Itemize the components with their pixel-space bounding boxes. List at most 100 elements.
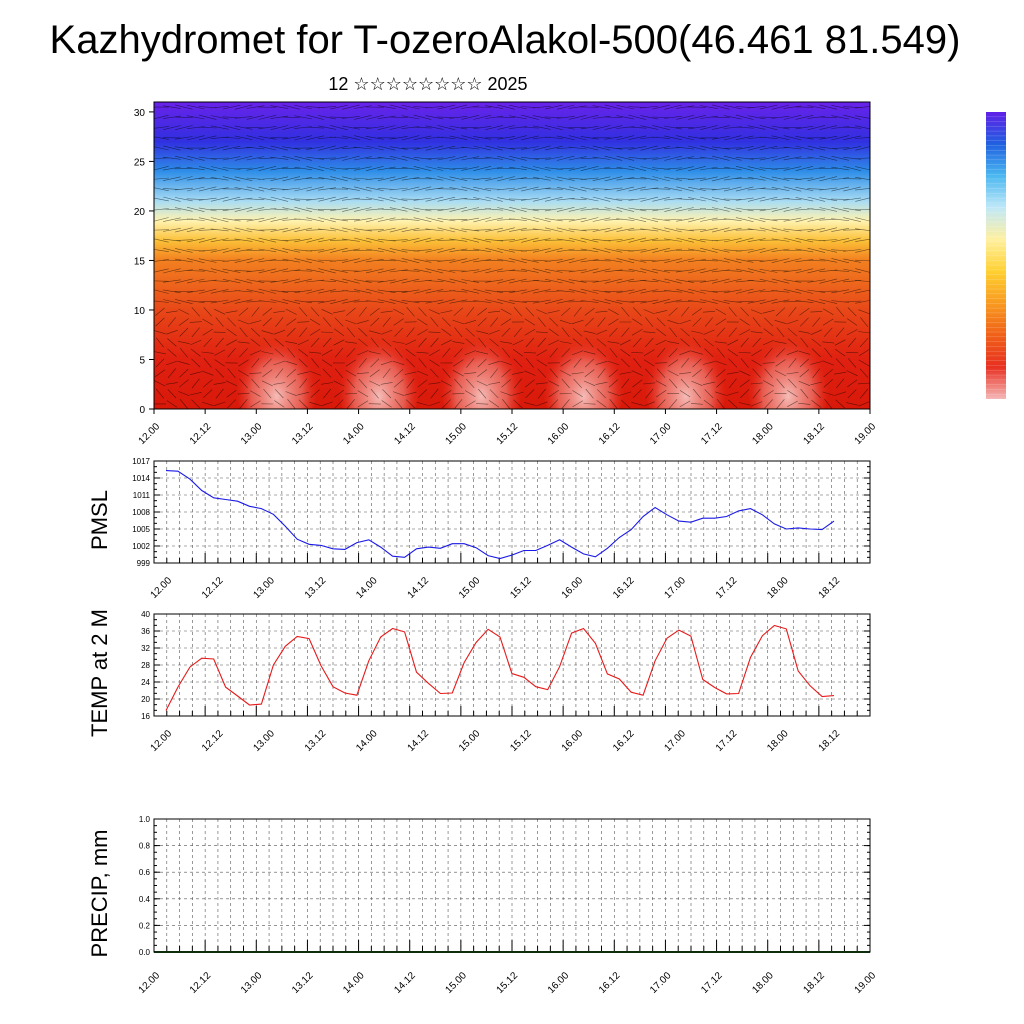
precip-x-tick-label: 14.12: [392, 970, 418, 996]
wind-vectors: [154, 104, 870, 409]
heatmap-x-tick-label: 18.12: [802, 421, 828, 447]
heatmap-x-tick-label: 16.12: [597, 421, 623, 447]
temp-x-tick-label: 16.12: [611, 728, 637, 754]
heatmap-x-tick-label: 14.00: [341, 421, 367, 447]
temp-x-tick-label: 17.12: [714, 728, 740, 754]
warm-maximum: [746, 321, 831, 409]
heatmap-x-tick-label: 16.00: [546, 421, 572, 447]
chart-subtitle: 12 ☆☆☆☆☆☆☆☆ 2025: [328, 74, 528, 94]
pmsl-x-tick-label: 13.00: [251, 575, 277, 601]
pmsl-x-tick-label: 18.12: [817, 575, 843, 601]
warm-maximum: [541, 321, 626, 409]
pmsl-x-tick-label: 16.00: [560, 575, 586, 601]
precip-x-tick-label: 17.00: [648, 970, 674, 996]
temp-x-tick-label: 15.12: [508, 728, 534, 754]
precip-panel: 0.0 0.2 0.4 0.6 0.8 1.0 12.00 12.12 13.00 13.12 14…: [87, 815, 878, 996]
heatmap-x-tick-label: 15.00: [444, 421, 470, 447]
pmsl-x-tick-label: 14.12: [406, 575, 432, 601]
precip-x-tick-label: 14.00: [341, 970, 367, 996]
warm-maximum: [643, 321, 728, 409]
temp-y-tick-label: 40: [141, 610, 150, 619]
pmsl-x-tick-label: 18.00: [765, 575, 791, 601]
temp-x-tick-label: 12.00: [149, 728, 175, 754]
pmsl-x-tick-label: 14.00: [354, 575, 380, 601]
precip-y-tick-label: 0.4: [139, 895, 151, 904]
heatmap-x-tick-label: 13.12: [290, 421, 316, 447]
heatmap-x-tick-label: 19.00: [853, 421, 879, 447]
pmsl-series-line: [165, 470, 835, 560]
pmsl-y-tick-label: 1002: [132, 542, 150, 551]
temp-series-line: [165, 624, 835, 711]
temp-x-tick-label: 17.00: [662, 728, 688, 754]
temp-x-tick-label: 18.12: [817, 728, 843, 754]
pmsl-y-tick-label: 1008: [132, 508, 150, 517]
temp-y-axis-title: TEMP at 2 M: [87, 609, 112, 737]
temp-y-tick-label: 20: [141, 695, 150, 704]
heatmap-y-tick-label: 25: [134, 157, 146, 168]
pmsl-y-axis-title: PMSL: [87, 490, 112, 550]
heatmap-y-tick-label: 10: [134, 306, 146, 317]
precip-x-tick-label: 15.12: [495, 970, 521, 996]
pmsl-x-tick-label: 15.00: [457, 575, 483, 601]
pmsl-x-tick-label: 12.12: [200, 575, 226, 601]
precip-x-tick-label: 13.12: [290, 970, 316, 996]
temp-x-tick-label: 18.00: [765, 728, 791, 754]
heatmap-y-tick-label: 20: [134, 207, 146, 218]
temp-x-tick-label: 14.12: [406, 728, 432, 754]
heatmap-x-tick-label: 13.00: [239, 421, 265, 447]
pmsl-y-tick-label: 1005: [132, 525, 150, 534]
pmsl-y-tick-label: 1017: [132, 457, 150, 466]
temp-x-tick-label: 13.12: [303, 728, 329, 754]
pmsl-x-tick-label: 16.12: [611, 575, 637, 601]
heatmap-x-tick-label: 12.12: [188, 421, 214, 447]
cross-section-panel: 0 5 10 15 20 25 30 12.00 12.12 13.00 13.12 14.00 14.…: [134, 101, 879, 447]
temp-y-tick-label: 36: [141, 627, 150, 636]
precip-x-tick-label: 18.12: [802, 970, 828, 996]
heatmap-y-tick-label: 5: [139, 355, 145, 366]
heatmap-y-tick-label: 15: [134, 256, 146, 267]
heatmap-x-tick-label: 17.12: [699, 421, 725, 447]
precip-frame: [153, 818, 871, 953]
warm-maximum: [337, 321, 422, 409]
pmsl-panel: 999 1002 1005 1008 1011 1014 1017 12.00 12.12 13.…: [87, 457, 871, 601]
heatmap-x-tick-label: 15.12: [495, 421, 521, 447]
temp-x-tick-label: 12.12: [200, 728, 226, 754]
precip-x-tick-label: 17.12: [699, 970, 725, 996]
precip-x-tick-label: 13.00: [239, 970, 265, 996]
precip-y-tick-label: 1.0: [139, 815, 151, 824]
precip-x-tick-label: 19.00: [853, 970, 879, 996]
pmsl-y-tick-label: 1011: [133, 491, 151, 500]
precip-x-tick-label: 15.00: [444, 970, 470, 996]
pmsl-x-tick-label: 17.12: [714, 575, 740, 601]
temp-panel: 16 20 24 28 32 36 40 12.00 12.12 13.00 13.12 14.00 1…: [87, 609, 871, 754]
heatmap-y-tick-label: 0: [139, 405, 145, 416]
precip-x-tick-label: 16.00: [546, 970, 572, 996]
pmsl-y-tick-label: 999: [137, 559, 151, 568]
temp-y-tick-label: 32: [141, 644, 150, 653]
pmsl-x-tick-label: 13.12: [303, 575, 329, 601]
precip-x-tick-label: 18.00: [750, 970, 776, 996]
precip-y-tick-label: 0.8: [139, 842, 151, 851]
precip-x-tick-label: 16.12: [597, 970, 623, 996]
colorbar-divisions: [986, 116, 1006, 395]
heatmap-x-tick-label: 18.00: [750, 421, 776, 447]
precip-y-axis-title: PRECIP, mm: [87, 830, 112, 958]
precip-y-tick-label: 0.0: [139, 948, 151, 957]
heatmap-x-tick-label: 17.00: [648, 421, 674, 447]
temp-x-tick-label: 16.00: [560, 728, 586, 754]
pmsl-x-tick-label: 17.00: [662, 575, 688, 601]
precip-y-tick-label: 0.2: [139, 921, 151, 930]
heatmap-x-tick-label: 14.12: [392, 421, 418, 447]
heatmap-overlays: [154, 104, 870, 409]
warm-maximum: [234, 321, 319, 409]
temp-y-tick-label: 16: [141, 712, 150, 721]
warm-maximum: [439, 321, 524, 409]
temp-x-tick-label: 14.00: [354, 728, 380, 754]
precip-x-tick-label: 12.12: [188, 970, 214, 996]
temp-x-tick-label: 15.00: [457, 728, 483, 754]
precip-y-tick-label: 0.6: [139, 868, 151, 877]
pmsl-x-tick-label: 15.12: [508, 575, 534, 601]
heatmap-x-tick-label: 12.00: [137, 421, 163, 447]
temp-y-tick-label: 28: [141, 661, 150, 670]
